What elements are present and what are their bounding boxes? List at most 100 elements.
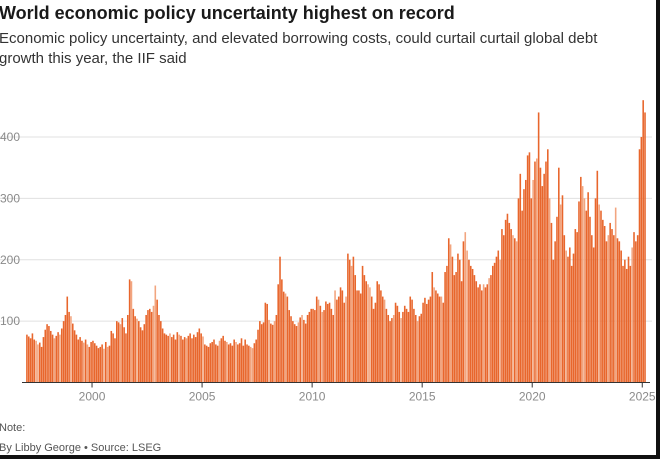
- chart-bar: [396, 305, 399, 383]
- chart-bar: [381, 296, 384, 383]
- chart-bar: [308, 311, 311, 383]
- chart-bar: [547, 149, 549, 383]
- chart-bar: [567, 256, 569, 383]
- chart-bar: [602, 219, 604, 383]
- chart-bar: [497, 250, 500, 383]
- chart-bar: [71, 323, 74, 383]
- chart-bar: [93, 343, 96, 383]
- chart-bar: [60, 328, 63, 383]
- chart-bar: [297, 322, 300, 383]
- chart-bar: [451, 256, 454, 383]
- chart-bar: [231, 345, 234, 383]
- chart-bar: [53, 338, 56, 383]
- chart-bar: [200, 333, 202, 383]
- chart-bar: [73, 330, 76, 383]
- chart-bar: [31, 333, 34, 383]
- chart-bar: [541, 186, 544, 383]
- chart-bar: [455, 272, 457, 383]
- chart-bar: [213, 339, 215, 383]
- chart-bar: [482, 284, 485, 383]
- chart-bar: [345, 296, 347, 383]
- chart-bar: [605, 241, 608, 383]
- chart-bar: [550, 222, 553, 383]
- chart-bar: [183, 337, 186, 383]
- chart-bar: [128, 279, 131, 383]
- chart-bar: [475, 281, 478, 383]
- chart-bar: [446, 265, 448, 383]
- chart-bar: [244, 339, 246, 383]
- chart-bar: [638, 149, 641, 383]
- chart-bar: [77, 339, 80, 383]
- chart-title: World economic policy uncertainty highes…: [0, 3, 455, 23]
- chart-bar: [150, 311, 153, 383]
- chart-bar: [59, 334, 61, 383]
- chart-bar: [79, 337, 81, 383]
- chart-bar: [501, 229, 503, 383]
- chart-bar: [44, 329, 47, 383]
- chart-bar: [471, 268, 474, 383]
- chart-bar: [559, 204, 562, 383]
- chart-bar: [444, 272, 446, 383]
- chart-bar: [598, 204, 600, 383]
- chart-bar: [350, 265, 353, 383]
- chart-bar: [510, 229, 512, 383]
- chart-bar: [400, 318, 402, 383]
- chart-bar: [644, 112, 646, 383]
- chart-bar: [488, 278, 490, 383]
- chart-bar: [572, 253, 575, 383]
- chart-bar: [310, 308, 312, 383]
- chart-bar: [506, 213, 509, 383]
- chart-bar: [240, 338, 243, 383]
- chart-bar: [642, 100, 644, 383]
- chart-bar: [413, 308, 415, 383]
- chart-bar: [491, 265, 494, 383]
- chart-bar: [536, 158, 538, 383]
- chart-bar: [365, 281, 368, 383]
- chart-bar: [242, 345, 245, 383]
- chart-bar: [299, 317, 301, 383]
- chart-bar: [458, 259, 461, 383]
- chart-bar: [493, 262, 496, 383]
- chart-bar: [583, 198, 586, 383]
- chart-bar: [237, 344, 239, 383]
- chart-bar: [631, 247, 633, 383]
- chart-bar: [503, 235, 505, 383]
- chart-bar: [515, 241, 518, 383]
- chart-bar: [343, 302, 346, 383]
- chart-bar: [114, 338, 116, 383]
- chart-bar: [385, 308, 388, 383]
- chart-bar: [81, 340, 83, 383]
- chart-bar: [473, 275, 476, 383]
- chart-bar: [330, 308, 333, 383]
- chart-bar: [104, 341, 107, 383]
- chart-bar: [427, 299, 430, 383]
- chart-bar: [292, 321, 294, 383]
- chart-bar: [143, 324, 146, 383]
- chart-bar: [290, 316, 292, 383]
- chart-bar: [304, 323, 307, 383]
- chart-bar: [260, 324, 263, 383]
- chart-bar: [187, 335, 190, 383]
- x-tick-label: 2005: [189, 390, 216, 404]
- chart-bar: [618, 241, 621, 383]
- chart-bar: [539, 167, 542, 383]
- chart-bar: [477, 287, 479, 383]
- chart-bar: [189, 333, 191, 383]
- chart-bar: [288, 310, 290, 383]
- chart-bar: [227, 344, 230, 383]
- chart-bar: [211, 341, 213, 383]
- chart-bar: [508, 222, 511, 383]
- chart-bar: [563, 235, 566, 383]
- chart-bar: [48, 326, 50, 383]
- chart-bar: [205, 345, 208, 383]
- chart-bar: [431, 272, 434, 383]
- chart-bar: [271, 324, 274, 383]
- chart-bar: [273, 321, 276, 383]
- chart-bar: [526, 155, 529, 383]
- chart-bar: [468, 259, 470, 383]
- chart-bar: [198, 328, 201, 383]
- chart-bar: [84, 339, 87, 383]
- chart-bar: [442, 302, 445, 383]
- chart-bar: [55, 335, 58, 383]
- chart-bar: [633, 232, 635, 383]
